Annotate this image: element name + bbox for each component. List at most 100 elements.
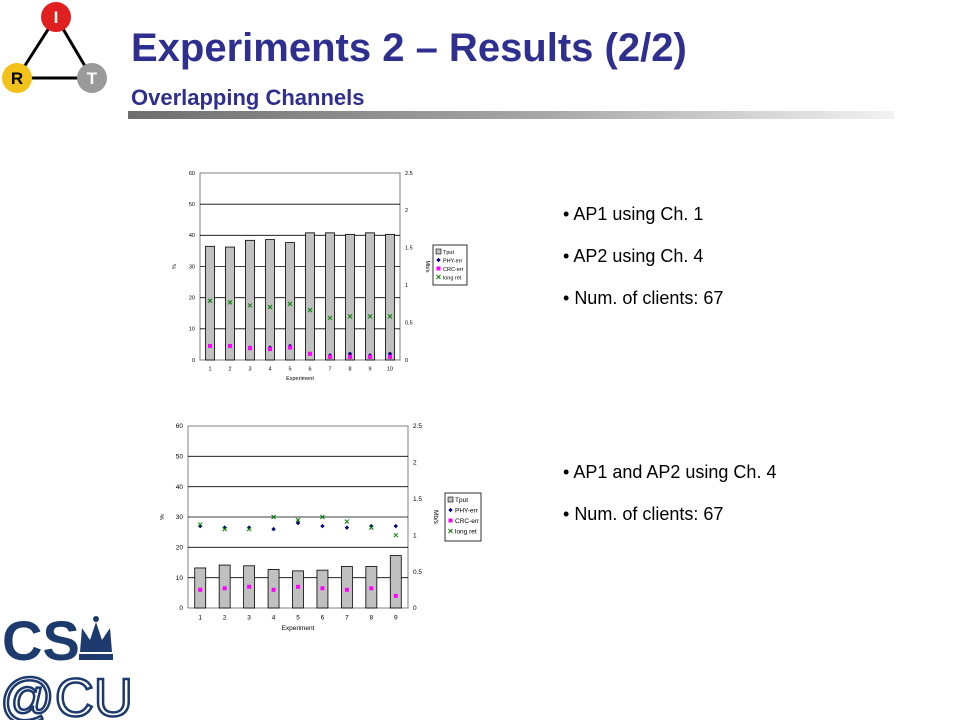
y-tick-label: 30 <box>189 264 195 270</box>
data-point-square <box>369 586 374 591</box>
data-point-x-stroke <box>271 514 276 520</box>
data-point-x-stroke <box>295 517 301 523</box>
y-tick-label: 10 <box>189 327 195 333</box>
bullet-item: AP1 using Ch. 1 <box>563 203 723 225</box>
y2-axis-title: Mb/s <box>432 510 439 525</box>
data-point-x <box>222 526 228 532</box>
data-point-square <box>222 586 227 591</box>
data-point-x-stroke <box>207 298 213 304</box>
logo-i-letter: I <box>54 8 59 27</box>
legend-label: PHY-err <box>455 508 479 515</box>
bullet-item: AP2 using Ch. 4 <box>563 245 723 267</box>
data-point-x <box>295 517 301 523</box>
bar <box>340 566 353 609</box>
data-point-diamond <box>347 351 353 356</box>
legend-label: Tput <box>455 497 468 504</box>
data-point-square <box>271 587 276 592</box>
data-point-x-stroke <box>246 526 252 532</box>
y-tick-label: 10 <box>176 575 184 582</box>
y2-tick-label: 0.5 <box>405 320 413 326</box>
data-point-x-stroke <box>222 526 228 532</box>
bar <box>345 233 355 361</box>
x-tick-label: 6 <box>308 367 311 373</box>
y-tick-label: 40 <box>176 484 184 491</box>
y2-tick-label: 0.5 <box>413 569 422 576</box>
y2-tick-label: 2.5 <box>405 171 413 177</box>
data-point-square <box>393 593 398 598</box>
data-point-x <box>287 301 293 307</box>
data-point-diamond <box>295 520 301 526</box>
legend-label: long ret <box>455 529 477 536</box>
y2-tick-label: 0 <box>413 605 417 612</box>
bullet-item: AP1 and AP2 using Ch. 4 <box>563 461 776 483</box>
data-point-square <box>198 587 203 592</box>
chart-svg: 0 10 20 30 40 50 60 0 0.5 1 1.5 2 2.5 1 2 3 4 5 6 7 8 9 Experi… <box>160 423 482 632</box>
y-tick-label: 50 <box>176 454 184 461</box>
data-point-x-stroke <box>227 299 233 305</box>
data-point-x-stroke <box>267 304 273 310</box>
x-tick-label: 8 <box>348 367 351 373</box>
y2-tick-label: 1 <box>413 532 417 539</box>
chart-ch4-ch4: 0 10 20 30 40 50 60 0 0.5 1 1.5 2 2.5 1 2 3 4 5 6 7 8 9 Experi… <box>160 415 485 640</box>
y-tick-label: 0 <box>179 605 183 612</box>
logo-t-letter: T <box>87 69 98 88</box>
logo-i-circle <box>41 2 71 32</box>
data-point-square <box>247 584 252 589</box>
data-point-square <box>208 343 212 348</box>
y-axis-title: % <box>172 264 178 269</box>
logo-r-circle <box>2 63 32 93</box>
data-point-x <box>320 514 325 520</box>
data-point-x-stroke <box>197 522 203 527</box>
x-tick-label: 10 <box>387 367 393 373</box>
bar <box>365 232 375 361</box>
x-tick-label: 3 <box>248 367 251 373</box>
irt-logo: I R T <box>2 2 107 93</box>
data-point-square <box>448 518 453 523</box>
data-point-x-stroke <box>393 532 399 538</box>
data-point-x-stroke <box>247 303 253 308</box>
data-point-diamond <box>448 507 453 513</box>
bar <box>225 246 235 361</box>
data-point-square <box>248 346 252 351</box>
data-point-square <box>228 343 232 348</box>
y2-tick-label: 1.5 <box>413 496 422 503</box>
bullet-list-1: AP1 using Ch. 1 AP2 using Ch. 4 Num. of … <box>563 203 723 329</box>
data-point-x-stroke <box>387 314 393 319</box>
bar <box>285 242 295 361</box>
data-point-diamond <box>387 351 393 356</box>
y-tick-label: 60 <box>176 423 184 430</box>
x-tick-label: 4 <box>268 367 271 373</box>
data-point-x <box>247 303 253 308</box>
data-point-x <box>448 528 453 534</box>
bar <box>265 239 275 361</box>
data-point-square <box>320 586 325 591</box>
data-point-square <box>368 354 372 359</box>
bullet-item: Num. of clients: 67 <box>563 287 723 309</box>
data-point-x-stroke <box>344 519 350 524</box>
x-axis-title: Experiment <box>282 625 315 632</box>
data-point-square <box>268 347 272 352</box>
cs-logo-line1: CS <box>2 609 80 672</box>
data-point-x <box>246 526 252 532</box>
x-tick-label: 5 <box>288 367 291 373</box>
data-point-x <box>387 314 393 319</box>
slide-subtitle: Overlapping Channels <box>131 85 365 110</box>
logo-t-circle <box>77 63 107 93</box>
data-point-square <box>436 266 441 271</box>
y2-tick-label: 1.5 <box>405 246 413 252</box>
data-point-x-stroke <box>368 525 374 530</box>
data-point-x <box>368 525 374 530</box>
data-point-square <box>348 354 352 359</box>
bar <box>385 233 395 361</box>
x-tick-label: 1 <box>208 367 211 373</box>
data-point-x <box>207 298 213 304</box>
data-point-x <box>227 299 233 305</box>
x-tick-label: 8 <box>370 615 374 622</box>
data-point-x-stroke <box>367 314 373 319</box>
bar <box>305 232 315 361</box>
x-tick-label: 9 <box>394 615 398 622</box>
bar <box>325 232 335 361</box>
logo-r-letter: R <box>11 69 23 88</box>
bar <box>205 245 215 361</box>
x-tick-label: 4 <box>272 615 276 622</box>
